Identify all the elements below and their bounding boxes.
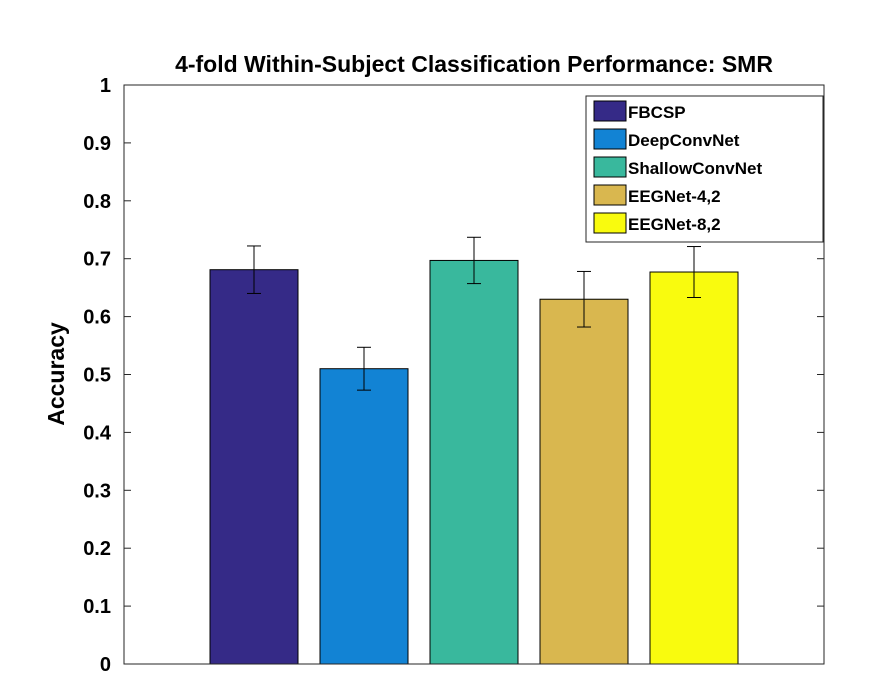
chart-title: 4-fold Within-Subject Classification Per… bbox=[175, 51, 773, 77]
bar-shallowconvnet bbox=[429, 259, 519, 665]
y-tick-label: 0.5 bbox=[83, 365, 111, 387]
y-tick-label: 0.7 bbox=[83, 249, 111, 271]
y-tick-label: 0.1 bbox=[83, 596, 111, 618]
plot-area: 0 0.1 0.2 0.3 0.4 0.5 0.6 0.7 0.8 0.9 1 bbox=[83, 75, 824, 676]
bar-eegnet-4-2 bbox=[539, 298, 629, 665]
bar-fbcsp bbox=[209, 269, 299, 665]
y-tick-label: 0.8 bbox=[83, 191, 111, 213]
legend-swatch bbox=[593, 156, 627, 178]
y-tick-label: 0.4 bbox=[83, 422, 112, 444]
y-tick-label: 0 bbox=[100, 654, 111, 676]
y-tick-label: 0.9 bbox=[83, 133, 111, 155]
y-tick-label: 0.3 bbox=[83, 480, 111, 502]
legend-label: FBCSP bbox=[628, 103, 686, 122]
y-axis-label: Accuracy bbox=[43, 322, 69, 426]
legend-label: ShallowConvNet bbox=[628, 159, 762, 178]
legend-label: DeepConvNet bbox=[628, 131, 740, 150]
legend-swatch bbox=[593, 128, 627, 150]
legend-label: EEGNet-8,2 bbox=[628, 215, 721, 234]
y-tick-label: 1 bbox=[100, 75, 111, 97]
legend-swatch bbox=[593, 212, 627, 234]
y-tick-label: 0.2 bbox=[83, 538, 111, 560]
plot-frame bbox=[123, 84, 825, 665]
legend-swatch bbox=[593, 184, 627, 206]
y-tick-label: 0.6 bbox=[83, 307, 111, 329]
legend: FBCSP DeepConvNet ShallowConvNet EEGNet-4,2… bbox=[585, 95, 824, 243]
bar-deepconvnet bbox=[319, 368, 409, 665]
legend-swatch bbox=[593, 100, 627, 122]
bar-eegnet-8-2 bbox=[649, 271, 739, 665]
legend-label: EEGNet-4,2 bbox=[628, 187, 721, 206]
